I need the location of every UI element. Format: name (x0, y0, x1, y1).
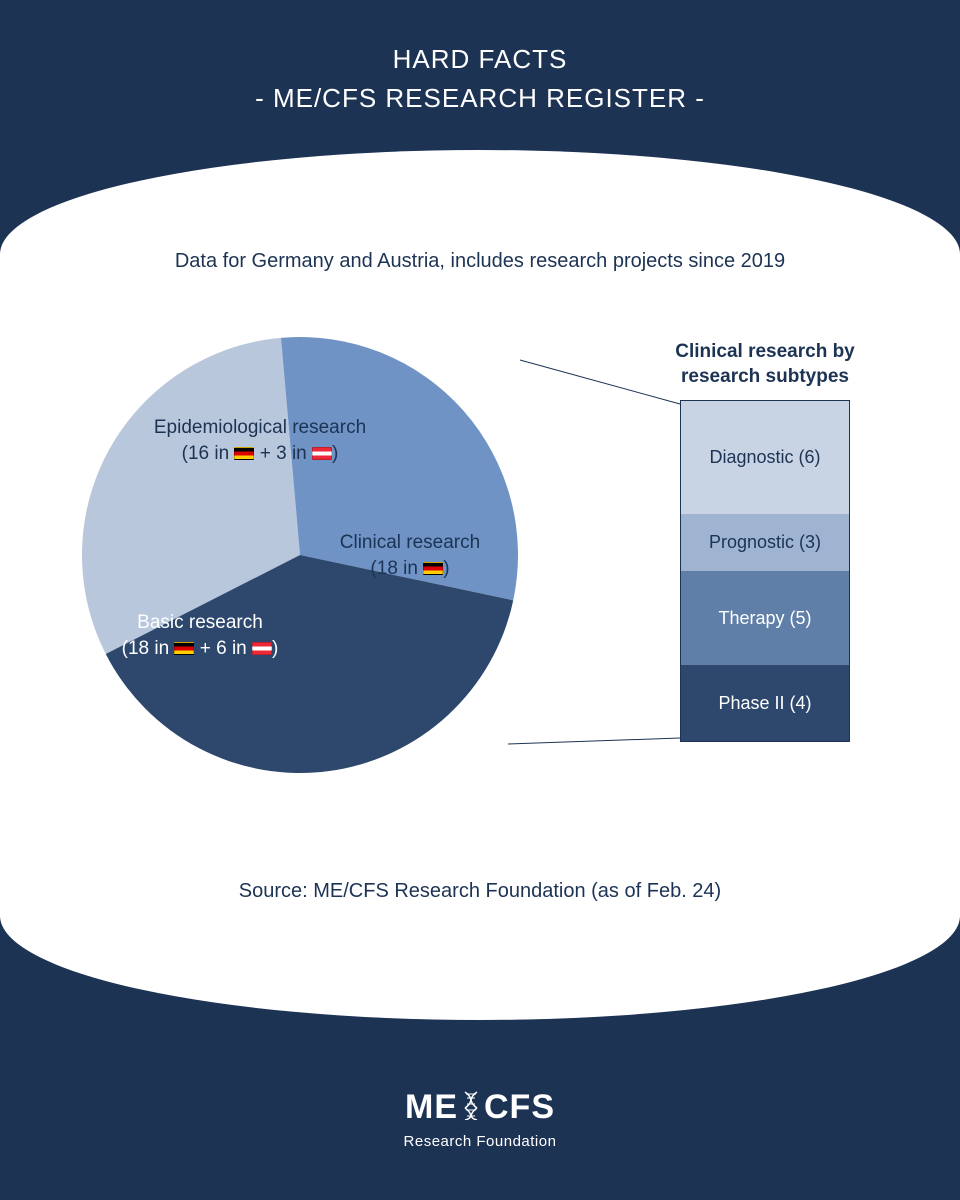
brand-right: CFS (484, 1088, 555, 1126)
bar-segment: Phase II (4) (681, 665, 849, 741)
stacked-bar-title: Clinical research by research subtypes (660, 340, 870, 389)
bar-segment: Diagnostic (6) (681, 401, 849, 514)
bar-segment: Therapy (5) (681, 571, 849, 665)
brand-left: ME (405, 1088, 458, 1126)
bar-segment: Prognostic (3) (681, 514, 849, 571)
stacked-bar-chart: Diagnostic (6)Prognostic (3)Therapy (5)P… (680, 400, 850, 742)
dna-icon (462, 1090, 480, 1129)
footer-logo: ME CFS Research Foundation (0, 1088, 960, 1150)
source-line: Source: ME/CFS Research Foundation (as o… (0, 880, 960, 903)
brand-subline: Research Foundation (0, 1133, 960, 1150)
